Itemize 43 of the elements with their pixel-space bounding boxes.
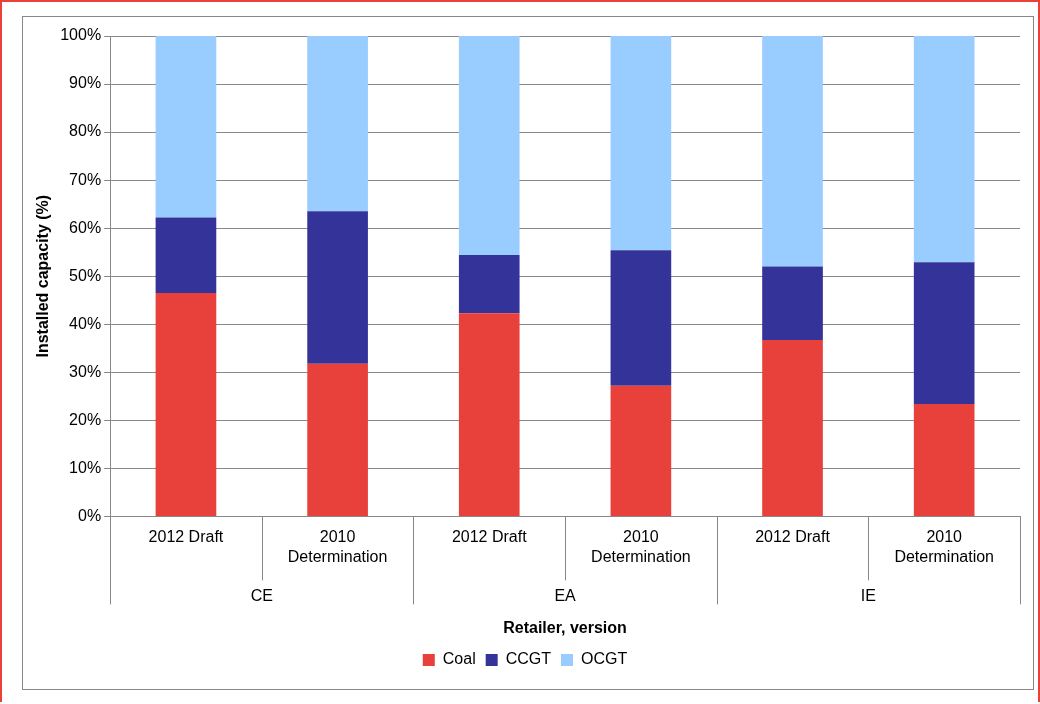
bar <box>458 36 520 256</box>
bar <box>610 385 672 516</box>
legend-label: OCGT <box>581 650 628 668</box>
text: CE <box>250 586 273 604</box>
bar <box>913 36 975 263</box>
x-tick-label: 2012 Draft <box>451 528 528 546</box>
y-tick-label: 80% <box>69 122 102 140</box>
y-tick-label: 60% <box>69 218 102 236</box>
x-tick-label: 2010 Determination <box>894 528 994 565</box>
bar <box>913 262 975 404</box>
x-tick-label: 2012 Draft <box>148 528 224 546</box>
y-tick-label: 30% <box>69 362 102 380</box>
y-tick-label: 70% <box>69 170 102 188</box>
x-tick-label: 2012 Draft <box>755 528 831 546</box>
text: IE <box>860 586 876 604</box>
y-tick-label: 100% <box>60 26 102 44</box>
bar <box>610 250 672 386</box>
x-tick-label: 2010 Determination <box>591 528 691 565</box>
bar <box>307 363 368 516</box>
bar <box>155 293 217 516</box>
bar <box>913 403 975 516</box>
bar <box>610 36 672 251</box>
bar <box>307 36 368 212</box>
text: EA <box>554 586 577 604</box>
y-tick-label: 0% <box>78 506 102 524</box>
y-tick-label: 50% <box>69 266 102 284</box>
x-tick-label: 2010 Determination <box>287 528 388 565</box>
legend-label: Coal <box>442 650 476 668</box>
bar <box>458 313 520 516</box>
y-tick-label: 90% <box>69 74 102 92</box>
bar <box>155 217 217 294</box>
legend-label: CCGT <box>505 650 552 668</box>
y-tick-label: 20% <box>69 410 102 428</box>
bar <box>762 36 823 267</box>
bar <box>762 340 823 516</box>
x-axis-title: Retailer, version <box>503 618 627 636</box>
y-tick-label: 10% <box>69 458 102 476</box>
bar <box>458 255 520 314</box>
y-tick-label: 40% <box>69 314 102 332</box>
bar <box>762 266 823 341</box>
y-axis-title: Installed capacity (%) <box>34 194 52 358</box>
bar <box>307 211 368 364</box>
bar <box>155 36 217 218</box>
